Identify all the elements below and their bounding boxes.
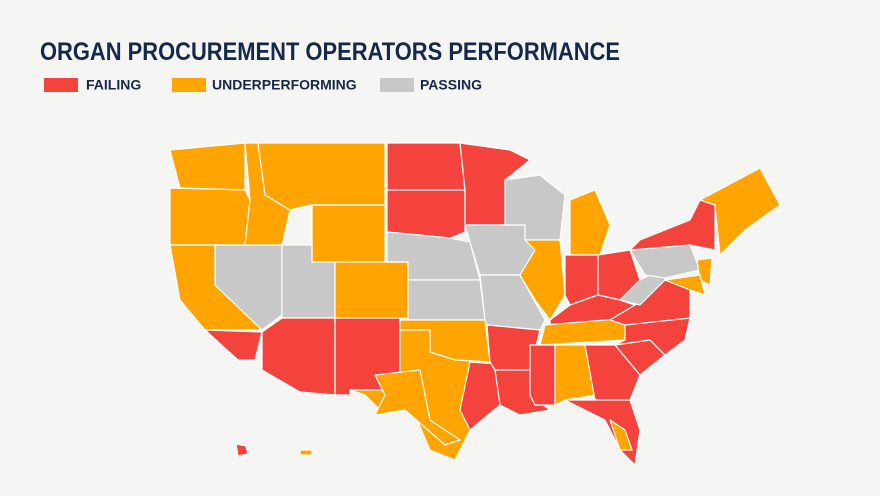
legend-label: FAILING <box>86 77 141 93</box>
state-region <box>204 329 263 361</box>
legend-swatch <box>172 78 206 92</box>
state-region <box>609 419 633 451</box>
state-region <box>374 369 461 446</box>
legend-label: PASSING <box>420 77 482 93</box>
legend-swatch <box>380 78 414 92</box>
state-region <box>299 449 313 456</box>
legend: FAILING UNDERPERFORMING PASSING <box>44 77 482 93</box>
state-region <box>699 167 781 256</box>
state-region <box>169 142 246 191</box>
state-region <box>554 344 596 406</box>
state-region <box>386 189 466 239</box>
state-region <box>407 279 486 321</box>
state-region <box>569 189 611 256</box>
state-region <box>386 142 466 191</box>
state-region <box>664 274 706 296</box>
state-region <box>629 199 716 251</box>
state-region <box>529 344 556 406</box>
state-region <box>169 187 251 246</box>
us-map <box>169 142 781 466</box>
state-region <box>519 239 566 321</box>
title: ORGAN PROCUREMENT OPERATORS PERFORMANCE <box>40 38 620 66</box>
state-region <box>257 142 386 211</box>
legend-label: UNDERPERFORMING <box>212 77 357 93</box>
state-region <box>311 204 386 263</box>
state-region <box>235 443 249 457</box>
state-region <box>334 261 409 319</box>
legend-swatch <box>44 78 78 92</box>
